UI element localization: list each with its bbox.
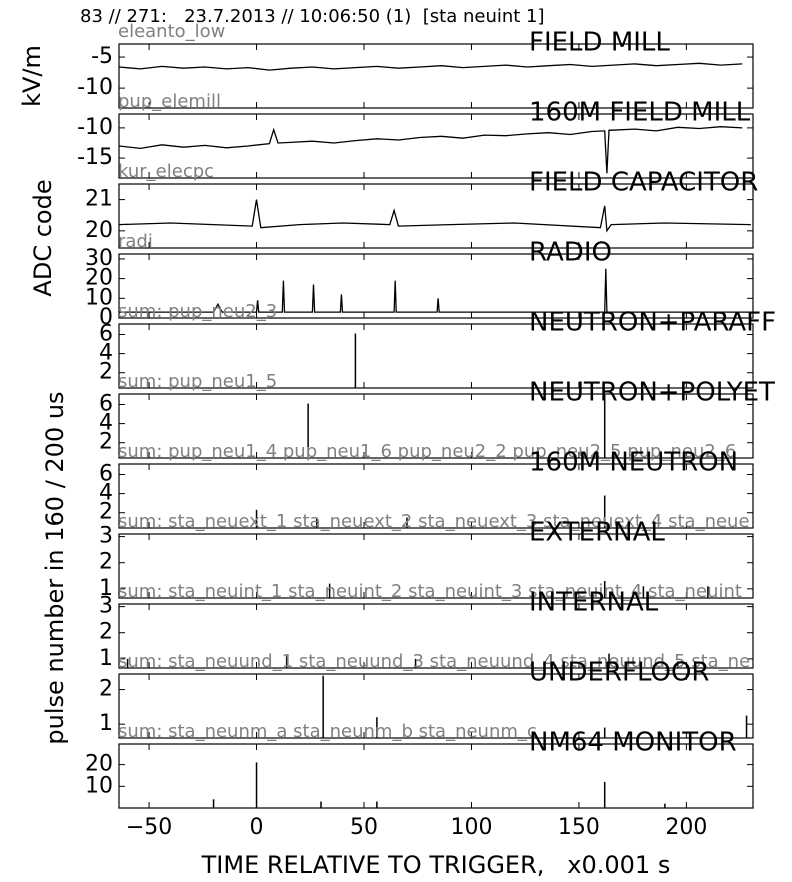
y-tick-label: 3	[99, 594, 113, 619]
header: 83 // 271: 23.7.2013 // 10:06:50 (1) [st…	[80, 6, 545, 27]
panel-title: UNDERFLOOR	[529, 658, 710, 688]
y-tick-label: 4	[99, 481, 113, 506]
x-tick-label: −50	[126, 815, 172, 840]
panel-frame	[118, 43, 754, 109]
y-tick-label: -10	[77, 115, 113, 140]
data-line	[119, 62, 743, 71]
x-axis-label: TIME RELATIVE TO TRIGGER, x0.001 s	[201, 851, 671, 879]
panel-label: radi	[118, 231, 153, 252]
y-tick-label: 2	[99, 360, 113, 385]
panel-label: sum: sta_neunm_a sta_neunm_b sta_neunm_c	[118, 721, 537, 742]
y-tick-label: 4	[99, 411, 113, 436]
y-tick-label: 10	[85, 773, 113, 798]
x-tick-label: 50	[350, 815, 378, 840]
y-tick-label: 0	[99, 305, 113, 330]
plot-area	[119, 268, 751, 313]
data-line	[119, 126, 743, 174]
plot-area	[126, 653, 679, 668]
panel-title: FIELD CAPACITOR	[529, 168, 758, 198]
panel-label: sum: sta_neuint_1 sta_neuint_2 sta_neuin…	[118, 581, 742, 602]
panel-frame	[118, 183, 754, 249]
x-tick-label: 150	[558, 815, 600, 840]
panel-frame	[118, 113, 754, 179]
y-tick-label: 6	[99, 462, 113, 487]
panel-title: EXTERNAL	[529, 518, 665, 548]
panel-frame	[118, 393, 754, 459]
plot-area	[119, 199, 751, 233]
y-tick-label: -15	[77, 145, 113, 170]
panel-label: sum: sta_neuext_1 sta_neuext_2 sta_neuex…	[118, 511, 750, 532]
y-axis-label: pulse number in 160 / 200 us	[41, 391, 69, 744]
panel-title: 160M FIELD MILL	[529, 98, 751, 128]
panel-label: pup_elemill	[118, 91, 221, 112]
y-tick-label: -5	[91, 44, 113, 69]
y-axis-label: kV/m	[18, 45, 46, 107]
y-tick-label: 10	[85, 285, 113, 310]
panel-title: NEUTRON+POLYET	[529, 378, 775, 408]
y-axis-label: ADC code	[29, 179, 57, 296]
y-tick-label: 2	[99, 430, 113, 455]
plot-area	[119, 62, 743, 71]
panel-label: kur_elecpc	[118, 161, 214, 182]
panel-frame	[118, 743, 754, 809]
panel-frame	[118, 253, 754, 319]
y-tick-label: 20	[85, 218, 113, 243]
plot-area	[328, 581, 709, 598]
data-line	[119, 199, 751, 233]
panel-label: sum: pup_neu2_3	[118, 301, 277, 322]
plot-area	[307, 394, 606, 458]
y-tick-label: 2	[99, 550, 113, 575]
y-tick-label: 6	[99, 322, 113, 347]
panel-frame	[118, 463, 754, 529]
panel-title: INTERNAL	[529, 588, 659, 618]
panel-label: sum: sta_neuund_1 sta_neuund_3 sta_neuun…	[118, 651, 750, 672]
x-tick-label: 200	[665, 815, 707, 840]
panel-label: sum: pup_neu1_5	[118, 371, 277, 392]
plot-area	[119, 126, 743, 174]
panel-title: FIELD MILL	[529, 28, 670, 58]
panel-title: 160M NEUTRON	[529, 448, 738, 478]
y-tick-label: 1	[99, 711, 113, 736]
plot-area	[212, 762, 666, 808]
plot-area	[322, 675, 748, 738]
panel-frame	[118, 323, 754, 389]
x-tick-label: 0	[250, 815, 264, 840]
y-tick-label: 20	[85, 752, 113, 777]
y-tick-label: 3	[99, 524, 113, 549]
data-line	[119, 268, 751, 313]
y-tick-label: 1	[99, 576, 113, 601]
y-tick-label: 1	[99, 646, 113, 671]
y-tick-label: 6	[99, 392, 113, 417]
x-tick-label: 100	[450, 815, 492, 840]
panel-frame	[118, 603, 754, 669]
y-tick-label: 4	[99, 341, 113, 366]
panel-title: RADIO	[529, 238, 612, 268]
panel-title: NEUTRON+PARAFF	[529, 308, 776, 338]
panel-title: NM64 MONITOR	[529, 728, 737, 758]
y-tick-label: 2	[99, 677, 113, 702]
y-tick-label: 21	[85, 187, 113, 212]
panel-frame	[118, 673, 754, 739]
y-tick-label: 2	[99, 620, 113, 645]
panel-label: sum: pup_neu1_4 pup_neu1_6 pup_neu2_2 pu…	[118, 441, 736, 462]
y-tick-label: 20	[85, 266, 113, 291]
y-tick-label: 30	[85, 246, 113, 271]
panel-frame	[118, 533, 754, 599]
y-tick-label: -10	[77, 75, 113, 100]
panel-label: eleanto_low	[118, 21, 225, 42]
y-tick-label: 2	[99, 500, 113, 525]
